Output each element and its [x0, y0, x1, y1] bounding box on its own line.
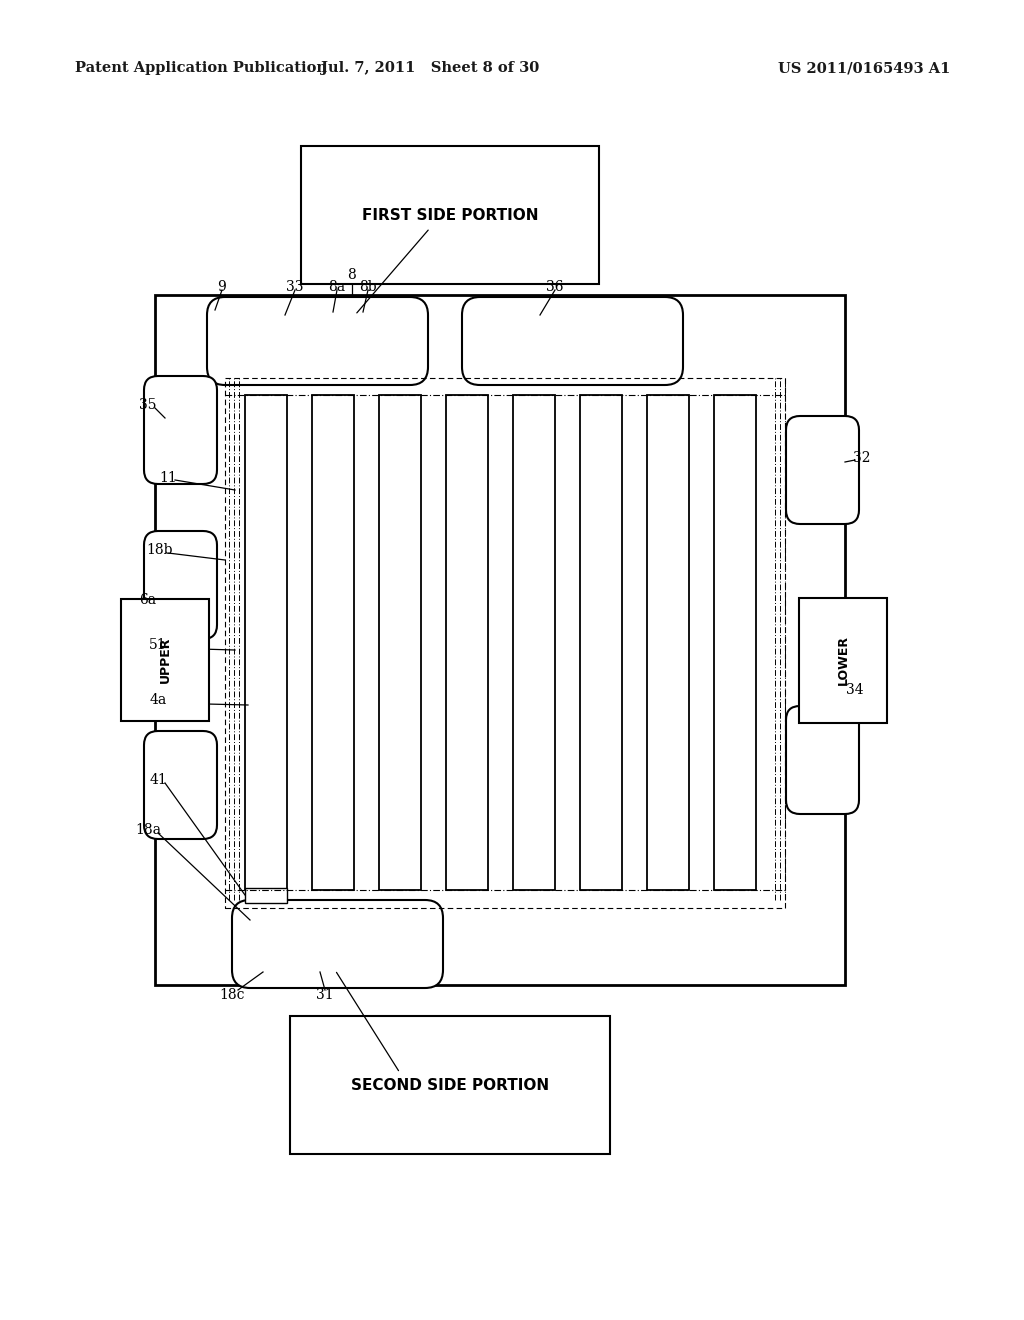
Bar	[245, 888, 287, 903]
FancyBboxPatch shape	[232, 900, 443, 987]
Text: SECOND SIDE PORTION: SECOND SIDE PORTION	[351, 1077, 549, 1093]
Text: 41: 41	[150, 774, 167, 787]
Text: 34: 34	[846, 682, 864, 697]
Text: Jul. 7, 2011   Sheet 8 of 30: Jul. 7, 2011 Sheet 8 of 30	[321, 61, 539, 75]
Bar	[446, 395, 488, 890]
Text: 18b: 18b	[146, 543, 173, 557]
Text: FIRST SIDE PORTION: FIRST SIDE PORTION	[361, 207, 539, 223]
Bar	[245, 395, 287, 890]
Text: 18a: 18a	[135, 822, 161, 837]
Bar	[312, 395, 354, 890]
Text: 4a: 4a	[150, 693, 167, 708]
Text: 36: 36	[546, 280, 564, 294]
Text: 9: 9	[218, 280, 226, 294]
Text: LOWER: LOWER	[837, 635, 850, 685]
Text: 8: 8	[347, 268, 356, 282]
FancyBboxPatch shape	[144, 376, 217, 484]
Bar	[513, 395, 555, 890]
Bar	[155, 294, 845, 985]
Text: 32: 32	[853, 451, 870, 465]
Bar	[647, 395, 689, 890]
FancyBboxPatch shape	[462, 297, 683, 385]
Text: 31: 31	[316, 987, 334, 1002]
Text: 8b: 8b	[359, 280, 377, 294]
Text: 6a: 6a	[139, 593, 157, 607]
FancyBboxPatch shape	[144, 531, 217, 639]
Text: 33: 33	[287, 280, 304, 294]
Text: 18c: 18c	[219, 987, 245, 1002]
Text: Fig.8: Fig.8	[840, 651, 887, 669]
Text: US 2011/0165493 A1: US 2011/0165493 A1	[777, 61, 950, 75]
Bar	[580, 395, 622, 890]
Bar	[379, 395, 421, 890]
Text: 51: 51	[150, 638, 167, 652]
Text: 8a: 8a	[329, 280, 345, 294]
Text: Patent Application Publication: Patent Application Publication	[75, 61, 327, 75]
Bar	[714, 395, 756, 890]
Bar	[225, 378, 785, 908]
Text: 11: 11	[159, 471, 177, 484]
Text: 35: 35	[139, 399, 157, 412]
Text: UPPER: UPPER	[159, 636, 171, 684]
FancyBboxPatch shape	[786, 706, 859, 814]
FancyBboxPatch shape	[786, 416, 859, 524]
FancyBboxPatch shape	[144, 731, 217, 840]
FancyBboxPatch shape	[207, 297, 428, 385]
